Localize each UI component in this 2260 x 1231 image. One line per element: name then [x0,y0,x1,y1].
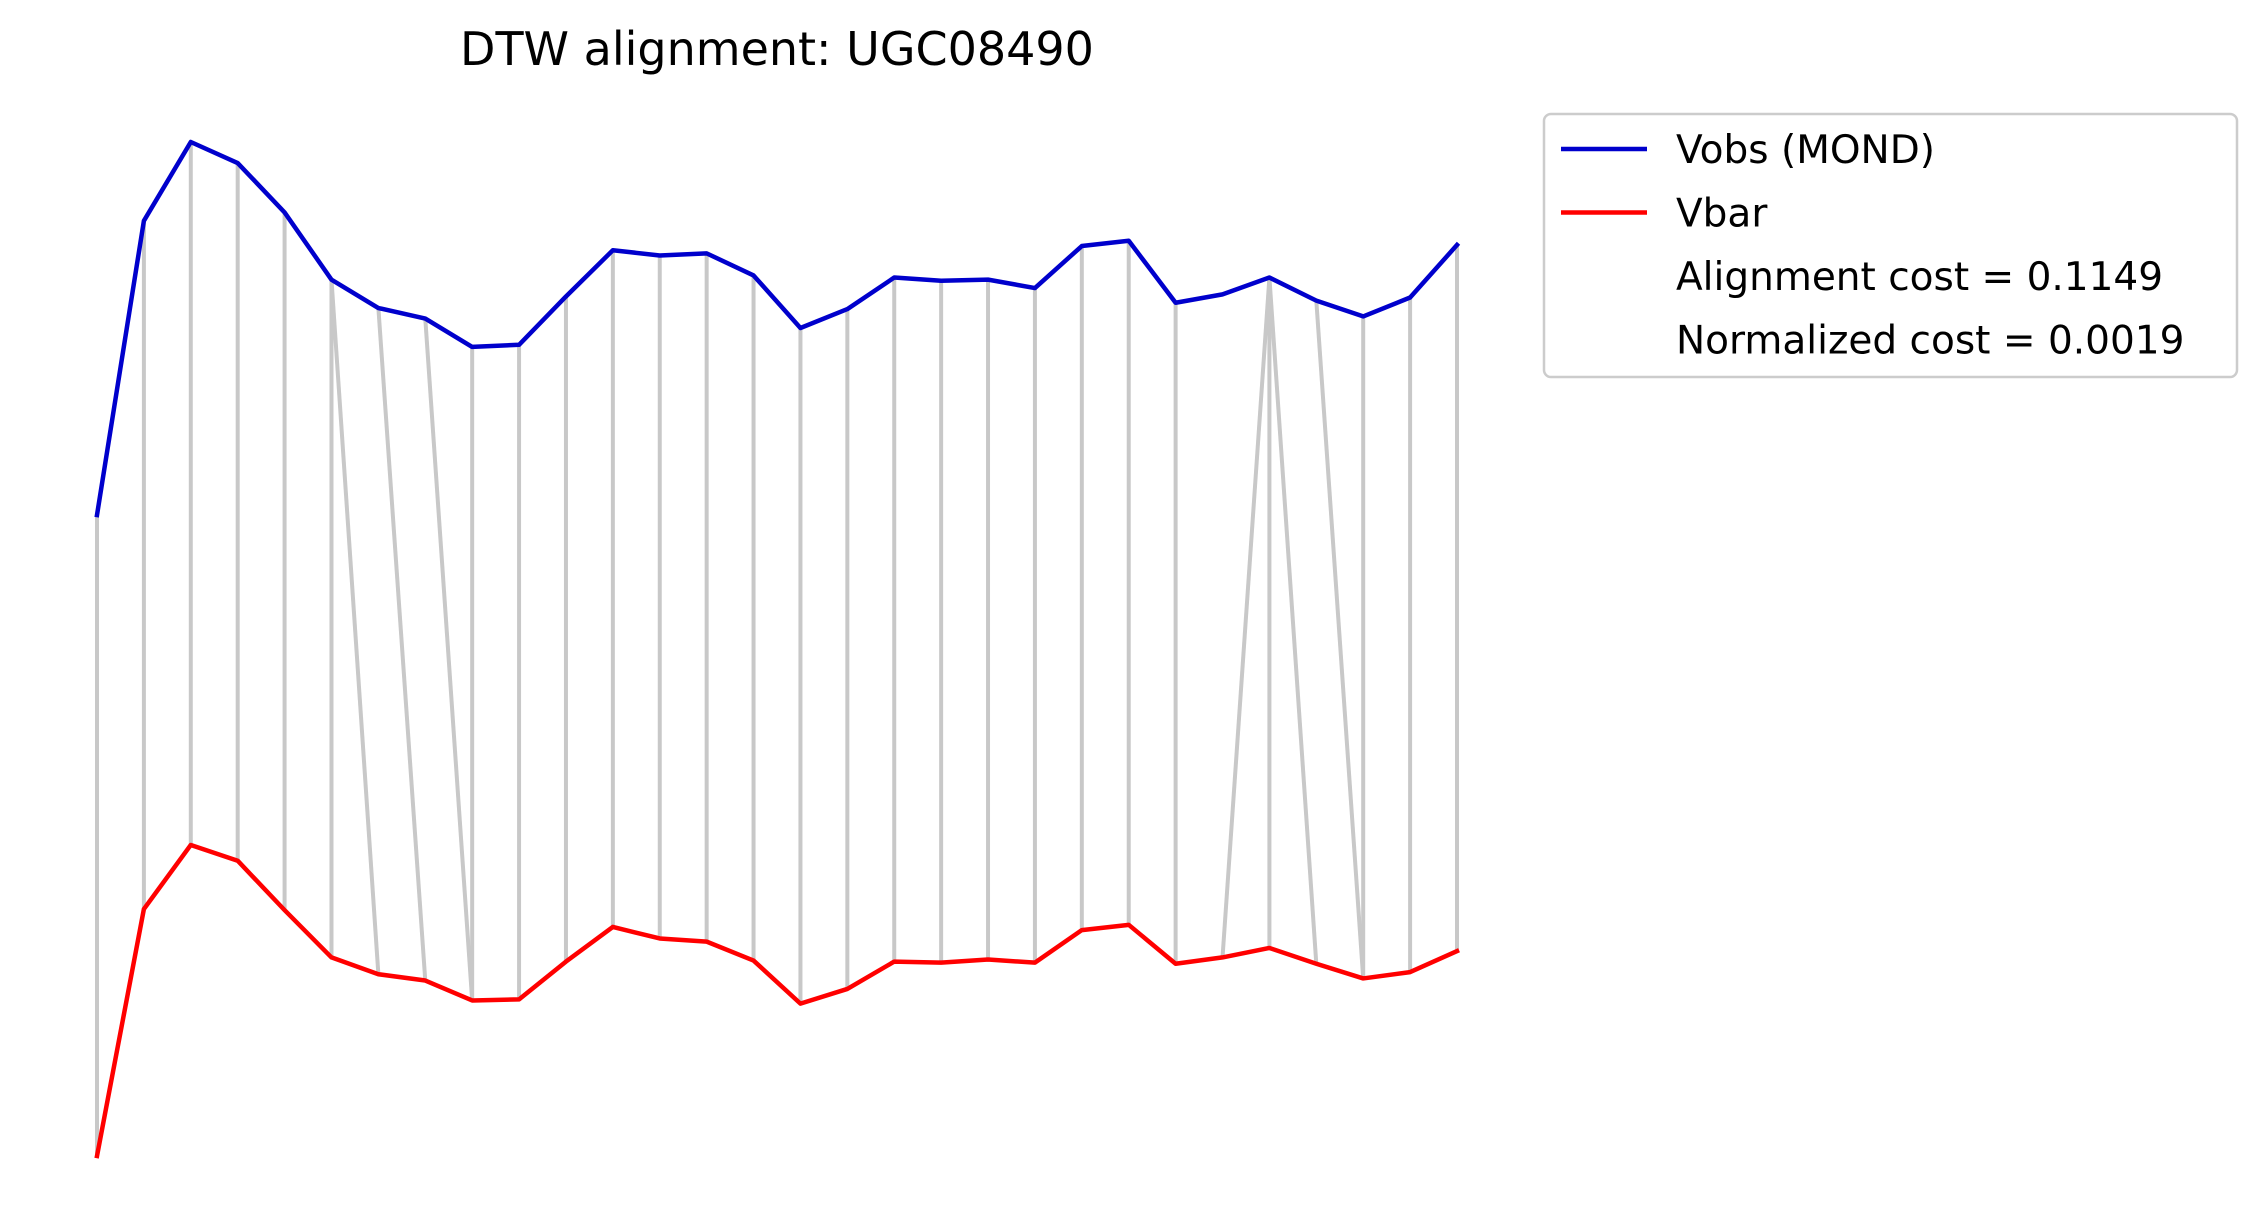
legend-entry-1: Vbar [1561,192,1768,237]
alignment-line-28 [1314,300,1366,979]
alignment-line-27 [1267,277,1319,964]
legend-label-3: Normalized cost = 0.0019 [1676,319,2184,364]
legend-entry-2: Alignment cost = 0.1149 [1676,255,2163,300]
legend-frame [1542,112,2239,379]
plot-area [94,139,1461,1159]
legend-label-2: Alignment cost = 0.1149 [1676,255,2163,300]
series-line-vobs [94,139,1461,518]
chart-title: DTW alignment: UGC08490 [460,22,1094,76]
series-line-vbar [94,842,1460,1159]
series-lines [94,139,1461,1159]
legend-label-0: Vobs (MOND) [1676,128,1935,173]
alignment-line-6 [329,279,381,975]
legend-items: Vobs (MOND) Vbar Alignment cost = 0.1149 No… [1561,128,2184,364]
alignment-line-7 [376,307,428,981]
legend-entry-3: Normalized cost = 0.0019 [1676,319,2184,364]
legend: Vobs (MOND) Vbar Alignment cost = 0.1149 No… [1542,112,2239,379]
legend-label-1: Vbar [1676,192,1768,237]
legend-entry-0: Vobs (MOND) [1561,128,1935,173]
alignment-lines [95,142,1459,1156]
alignment-line-25 [1220,277,1272,958]
alignment-line-8 [423,318,475,1001]
